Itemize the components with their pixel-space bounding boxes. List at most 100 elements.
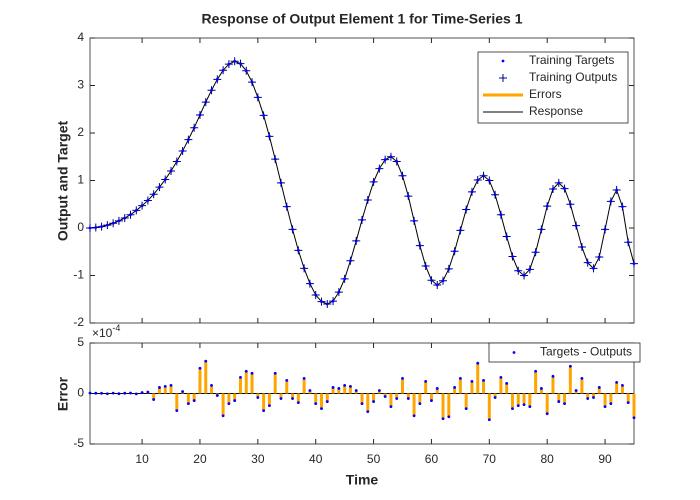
target-marker xyxy=(453,249,456,253)
target-marker xyxy=(325,302,329,306)
error-marker xyxy=(302,376,306,380)
target-marker xyxy=(499,213,503,217)
error-marker xyxy=(540,387,543,390)
target-marker xyxy=(626,240,630,244)
error-marker xyxy=(493,396,497,399)
target-marker xyxy=(377,167,381,171)
error-marker xyxy=(430,399,433,402)
y-tick-label: -2 xyxy=(73,315,84,329)
error-marker xyxy=(158,386,161,389)
error-marker xyxy=(511,407,514,411)
error-marker xyxy=(528,405,532,409)
error-marker xyxy=(574,389,578,392)
target-marker xyxy=(129,213,132,217)
target-marker xyxy=(545,204,549,208)
target-marker xyxy=(412,219,416,223)
target-marker xyxy=(574,224,578,228)
error-marker xyxy=(626,401,630,404)
target-marker xyxy=(331,299,335,303)
target-marker xyxy=(349,259,352,263)
legend-box xyxy=(477,51,629,124)
y-tick-label: -1 xyxy=(73,268,84,282)
error-marker xyxy=(198,366,202,370)
y-axis-label: Output and Target xyxy=(55,121,71,242)
target-marker xyxy=(534,250,538,254)
error-marker xyxy=(609,402,613,405)
target-marker xyxy=(580,245,584,249)
target-marker xyxy=(441,279,445,283)
error-marker xyxy=(256,396,260,399)
target-marker xyxy=(285,205,289,209)
error-marker xyxy=(221,414,225,418)
error-marker xyxy=(568,364,572,368)
error-marker xyxy=(134,392,138,396)
error-marker xyxy=(615,380,619,384)
target-marker xyxy=(418,244,422,247)
target-marker xyxy=(464,208,468,211)
error-marker xyxy=(100,391,103,395)
y-tick-label: 4 xyxy=(77,30,84,44)
error-marker xyxy=(557,400,561,403)
error-marker xyxy=(163,385,167,388)
target-marker xyxy=(244,69,248,73)
target-marker xyxy=(430,278,433,282)
target-marker xyxy=(100,225,103,228)
error-marker xyxy=(146,390,150,394)
error-marker xyxy=(308,389,312,392)
error-marker xyxy=(129,391,132,395)
target-marker xyxy=(563,187,566,190)
error-marker xyxy=(285,378,289,382)
error-marker xyxy=(499,375,503,379)
error-marker xyxy=(447,415,451,419)
error-marker xyxy=(545,412,549,416)
error-marker xyxy=(320,407,323,411)
error-marker xyxy=(563,402,566,405)
target-marker xyxy=(175,160,179,163)
error-marker xyxy=(458,376,462,380)
target-marker xyxy=(239,62,242,66)
error-marker xyxy=(94,391,98,395)
error-marker xyxy=(366,410,370,414)
error-marker xyxy=(169,384,173,387)
legend-marker xyxy=(499,74,507,82)
target-marker xyxy=(470,190,474,194)
target-marker xyxy=(505,235,509,238)
error-marker xyxy=(244,369,248,373)
error-marker xyxy=(406,397,410,400)
error-marker xyxy=(487,418,491,422)
error-marker xyxy=(354,389,358,392)
error-marker xyxy=(210,384,213,387)
target-marker xyxy=(308,282,312,285)
target-marker xyxy=(123,216,127,220)
target-marker xyxy=(181,149,184,153)
multiplier-exponent: -4 xyxy=(112,323,120,333)
target-marker xyxy=(140,204,144,208)
error-marker xyxy=(597,386,601,389)
legend-label: Training Outputs xyxy=(529,70,617,84)
target-marker xyxy=(192,126,196,130)
target-marker xyxy=(493,193,497,197)
target-marker xyxy=(152,192,156,196)
error-marker xyxy=(621,384,624,387)
target-marker xyxy=(383,158,387,162)
target-marker xyxy=(169,169,173,173)
target-marker xyxy=(210,88,213,92)
y-tick-label: -5 xyxy=(73,436,84,450)
x-tick-label: 60 xyxy=(425,452,439,466)
target-marker xyxy=(458,228,462,232)
error-marker xyxy=(418,402,422,405)
target-marker xyxy=(406,194,410,198)
error-marker xyxy=(140,391,144,394)
error-marker xyxy=(250,371,254,375)
error-marker xyxy=(239,375,242,379)
target-marker xyxy=(557,181,561,185)
target-marker xyxy=(487,179,491,182)
x-tick-label: 40 xyxy=(309,452,323,466)
target-marker xyxy=(111,221,115,225)
error-marker xyxy=(273,371,277,375)
target-marker xyxy=(632,262,636,266)
multiplier-base: ×10 xyxy=(92,326,113,340)
x-tick-label: 70 xyxy=(483,452,497,466)
error-marker xyxy=(349,385,352,388)
